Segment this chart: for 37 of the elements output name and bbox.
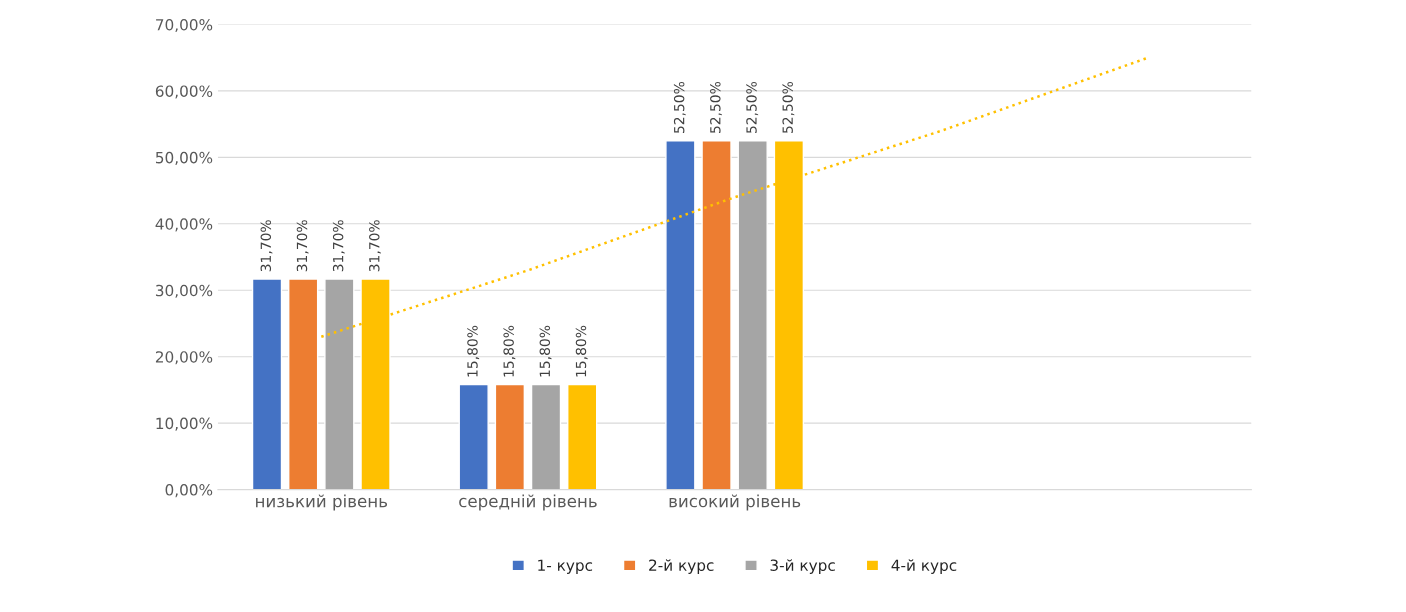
bar <box>288 278 319 490</box>
bar <box>665 140 696 490</box>
data-label: 31,70% <box>296 220 309 272</box>
x-tick-label: середній рівень <box>459 494 597 511</box>
y-tick-label: 10,00% <box>156 417 213 431</box>
bar <box>494 383 526 490</box>
data-label: 52,50% <box>782 81 795 134</box>
legend-label: 2-й курс <box>649 559 714 574</box>
x-tick-label: низький рівень <box>256 494 388 511</box>
data-label: 15,80% <box>503 325 516 377</box>
data-label: 15,80% <box>539 325 552 377</box>
x-tick-label: високий рівень <box>669 494 801 511</box>
y-tick-label: 50,00% <box>155 151 213 165</box>
bar <box>458 383 489 490</box>
data-label: 52,50% <box>746 81 759 134</box>
y-tick-label: 40,00% <box>155 218 213 232</box>
data-label: 52,50% <box>673 81 686 134</box>
y-tick-label: 30,00% <box>155 284 213 298</box>
bar <box>530 383 562 490</box>
data-label: 15,80% <box>467 325 480 377</box>
data-label: 31,70% <box>260 220 273 272</box>
data-label: 52,50% <box>710 81 722 134</box>
bar <box>701 140 732 490</box>
legend-label: 3-й курс <box>770 559 835 574</box>
data-label: 15,80% <box>575 325 588 377</box>
data-label: 31,70% <box>332 220 345 272</box>
legend-label: 4-й курс <box>891 559 957 574</box>
legend-label: 1- курс <box>538 559 593 574</box>
y-tick-label: 0,00% <box>165 484 213 498</box>
y-tick-label: 20,00% <box>155 351 213 365</box>
bar <box>567 383 598 490</box>
bar <box>251 278 283 490</box>
y-tick-label: 60,00% <box>155 85 213 99</box>
bar <box>324 278 355 490</box>
bar <box>737 140 768 490</box>
y-tick-label: 70,00% <box>156 18 213 33</box>
data-label: 31,70% <box>369 220 381 272</box>
